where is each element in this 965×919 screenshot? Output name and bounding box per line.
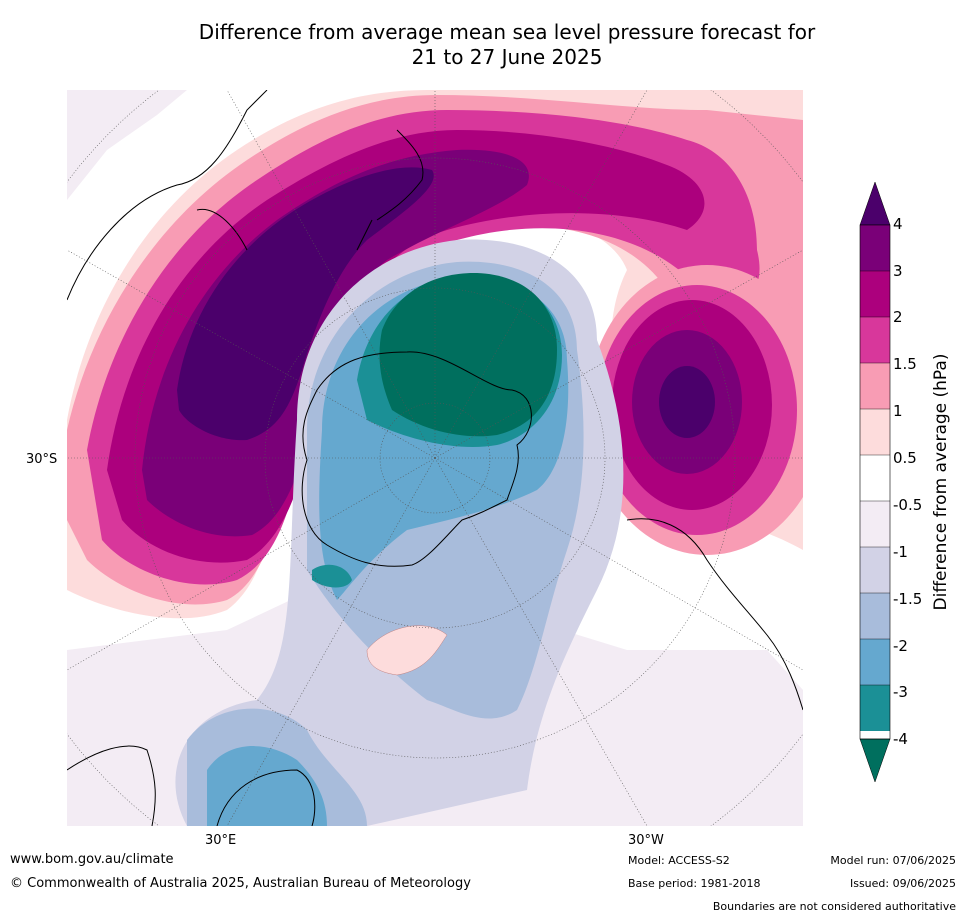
- colorbar-band: [860, 685, 890, 731]
- pressure-anomaly-map: [67, 90, 803, 826]
- lat-label-30s: 30°S: [26, 452, 58, 467]
- colorbar-tick-label: 1.5: [893, 355, 917, 373]
- colorbar-frame: [859, 224, 891, 740]
- colorbar-tick-label: -1: [893, 543, 908, 561]
- colorbar-band: [860, 639, 890, 685]
- colorbar-band: [860, 317, 890, 363]
- map-svg: [67, 90, 803, 826]
- colorbar-tick-label: -2: [893, 637, 908, 655]
- weak-negative-field: [67, 90, 803, 826]
- colorbar-under-triangle: [859, 738, 891, 783]
- colorbar-tick-label: -3: [893, 683, 908, 701]
- colorbar-band: [860, 271, 890, 317]
- footer-url: www.bom.gov.au/climate: [10, 852, 174, 867]
- footer-model: Model: ACCESS-S2: [628, 854, 730, 867]
- new-zealand-coastline: [356, 129, 424, 251]
- colorbar-tick-label: -1.5: [893, 590, 923, 608]
- colorbar-tick-label: 0.5: [893, 449, 917, 467]
- africa-coastline: [67, 745, 316, 826]
- colorbar-band: [860, 593, 890, 639]
- colorbar-tick-label: 2: [893, 308, 903, 326]
- title-line-1: Difference from average mean sea level p…: [198, 20, 816, 44]
- colorbar-over-triangle: [859, 181, 891, 226]
- colorbar-band: [860, 363, 890, 409]
- graticule: [67, 90, 803, 826]
- title-line-2: 21 to 27 June 2025: [411, 45, 603, 69]
- lon-label-30e: 30°E: [205, 833, 237, 848]
- colorbar-tick-label: 1: [893, 402, 903, 420]
- negative-anomaly-core: [379, 272, 557, 437]
- colorbar-tick-label: 4: [893, 215, 903, 233]
- colorbar-band: [860, 501, 890, 547]
- footer-base-period: Base period: 1981-2018: [628, 877, 761, 890]
- antarctica-coastline: [301, 351, 532, 567]
- colorbar: [859, 181, 891, 783]
- colorbar-title: Difference from average (hPa): [931, 353, 951, 611]
- colorbar-dividers: [860, 270, 890, 686]
- lon-label-30w: 30°W: [628, 833, 664, 848]
- chart-title: Difference from average mean sea level p…: [0, 20, 965, 70]
- colorbar-band: [860, 547, 890, 593]
- colorbar-tick-label: 3: [893, 262, 903, 280]
- atlantic-high-core: [659, 366, 715, 438]
- colorbar-tick-label: -0.5: [893, 496, 923, 514]
- weak-positive-blob: [366, 625, 448, 676]
- colorbar-band: [860, 455, 890, 501]
- colorbar-tick-label: -4: [893, 730, 908, 748]
- colorbar-band: [860, 225, 890, 271]
- south-america-coastline: [626, 518, 803, 711]
- footer-disclaimer: Boundaries are not considered authoritat…: [712, 900, 956, 913]
- footer-model-run: Model run: 07/06/2025: [830, 854, 956, 867]
- colorbar-band: [860, 409, 890, 455]
- footer-issued: Issued: 09/06/2025: [849, 877, 956, 890]
- footer-copyright: © Commonwealth of Australia 2025, Austra…: [10, 876, 471, 891]
- positive-anomaly-core-4: [177, 167, 434, 441]
- australia-coastline: [67, 90, 268, 301]
